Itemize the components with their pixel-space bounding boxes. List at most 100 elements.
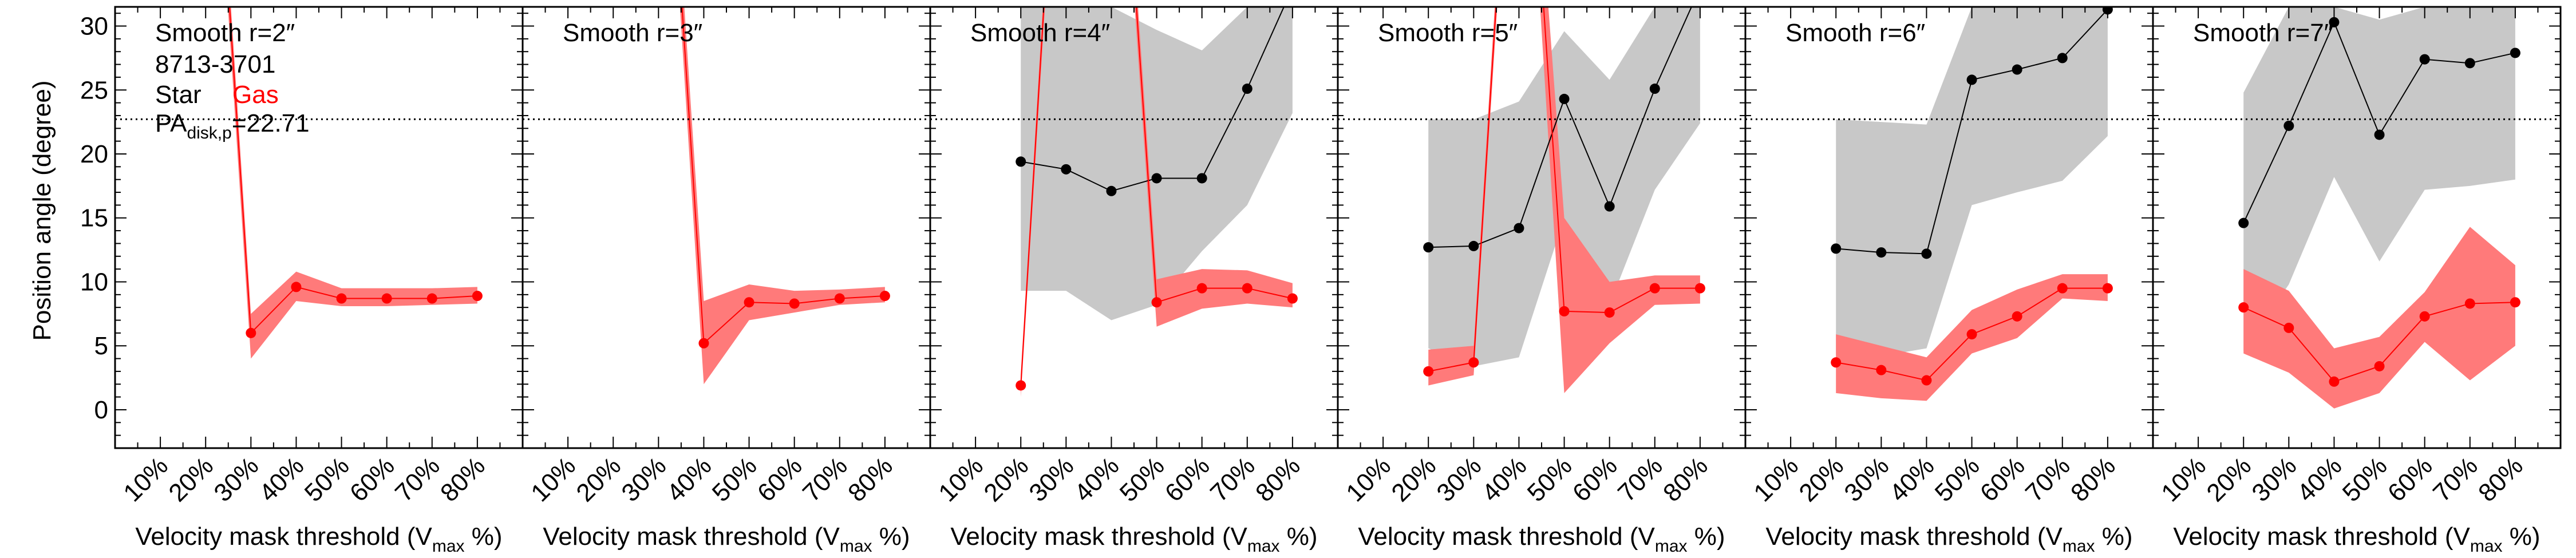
star-uncertainty-band — [2243, 7, 2515, 351]
y-tick-label: 25 — [80, 76, 108, 104]
panel-2: 10%20%30%40%50%60%70%80% Velocity mask th… — [521, 6, 931, 556]
gas-data-point — [2374, 361, 2385, 371]
gas-data-point — [1196, 283, 1207, 294]
x-tick-label: 30% — [208, 452, 264, 507]
star-data-point — [1604, 201, 1615, 212]
x-tick-label: 30% — [2246, 452, 2302, 507]
gas-data-point — [1966, 329, 1977, 340]
gas-data-point — [1242, 283, 1253, 294]
star-uncertainty-band — [1021, 7, 1293, 320]
x-tick-label: 30% — [1839, 452, 1894, 507]
x-tick-label: 40% — [1884, 452, 1940, 507]
plot-area — [1423, 7, 1705, 393]
gas-data-point — [1649, 283, 1660, 294]
x-tick-label: 70% — [2428, 452, 2483, 507]
gas-data-point — [2510, 297, 2520, 308]
star-data-point — [1468, 240, 1479, 251]
axes-frame — [521, 6, 931, 449]
panel-title: Smooth r=3″ — [563, 19, 702, 47]
star-data-point — [1921, 248, 1932, 259]
star-uncertainty-band — [1428, 7, 1700, 366]
y-tick-label: 20 — [80, 140, 108, 168]
x-tick-label: 80% — [435, 452, 491, 507]
gas-data-point — [1559, 306, 1570, 316]
panel-title: Smooth r=2″ — [155, 19, 295, 47]
star-data-point — [1559, 93, 1570, 104]
panel-title: Smooth r=7″ — [2193, 19, 2333, 47]
x-tick-label: 20% — [1793, 452, 1849, 507]
x-tick-label: 10% — [118, 452, 173, 507]
star-data-point — [2374, 129, 2385, 140]
x-tick-label: 70% — [1613, 452, 1668, 507]
star-data-point — [2057, 53, 2068, 64]
x-tick-label: 30% — [1024, 452, 1079, 507]
gas-data-point — [1151, 297, 1162, 308]
x-tick-label: 30% — [616, 452, 671, 507]
star-data-point — [1016, 156, 1026, 167]
gas-data-point — [789, 298, 800, 309]
y-tick-label: 10 — [80, 268, 108, 296]
x-tick-label: 10% — [526, 452, 581, 507]
x-tick-label: 80% — [843, 452, 898, 507]
panel-title: Smooth r=5″ — [1378, 19, 1518, 47]
x-axis-label: Velocity mask threshold (Vmax %) — [1765, 523, 2132, 556]
star-data-point — [1423, 242, 1434, 253]
x-tick-label: 40% — [662, 452, 717, 507]
panel-1: 0 5 10 15 20 25 30 10%20%30%40%50%60%70%80% Velo… — [80, 6, 524, 556]
x-tick-label: 20% — [163, 452, 219, 507]
x-tick-label: 30% — [1431, 452, 1487, 507]
x-tick-label: 80% — [2473, 452, 2528, 507]
y-tick-label: 30 — [80, 13, 108, 41]
x-tick-label: 40% — [254, 452, 310, 507]
star-data-point — [1106, 185, 1117, 196]
panel-5: 10%20%30%40%50%60%70%80% Velocity mask th… — [1744, 6, 2154, 556]
gas-data-point — [698, 338, 709, 349]
x-tick-label: 10% — [1748, 452, 1804, 507]
legend-star-label: Star — [155, 81, 202, 109]
star-data-point — [1876, 247, 1887, 258]
gas-data-point — [1921, 375, 1932, 386]
x-tick-label: 60% — [2383, 452, 2438, 507]
x-tick-label: 50% — [1115, 452, 1170, 507]
x-tick-label: 70% — [1205, 452, 1261, 507]
x-tick-label: 70% — [2020, 452, 2076, 507]
gas-uncertainty-band — [1428, 7, 1700, 393]
legend-gas-label: Gas — [232, 81, 279, 109]
star-data-point — [1196, 173, 1207, 184]
x-tick-label: 50% — [1930, 452, 1985, 507]
x-tick-label: 60% — [752, 452, 808, 507]
plot-area — [1016, 7, 1298, 397]
gas-data-point — [1876, 365, 1887, 375]
gas-data-point — [291, 282, 302, 292]
star-uncertainty-band — [1836, 7, 2108, 357]
x-axis-label: Velocity mask threshold (Vmax %) — [950, 523, 1317, 556]
gas-data-point — [744, 297, 754, 308]
x-tick-label: 60% — [1975, 452, 2030, 507]
star-data-point — [1649, 84, 1660, 94]
gas-data-point — [2283, 322, 2294, 333]
x-tick-label: 50% — [2337, 452, 2393, 507]
x-tick-label: 80% — [1658, 452, 1713, 507]
star-data-point — [2329, 17, 2340, 27]
gas-data-point — [2238, 302, 2249, 313]
gas-data-point — [1423, 366, 1434, 377]
gas-data-point — [381, 293, 392, 304]
gas-data-point — [246, 327, 256, 338]
star-data-point — [1514, 223, 1524, 234]
star-data-point — [2464, 58, 2475, 69]
y-axis-label: Position angle (degree) — [28, 81, 56, 341]
star-data-point — [1242, 84, 1253, 94]
gas-data-point — [426, 293, 437, 304]
gas-data-point — [834, 293, 845, 304]
star-data-point — [2510, 48, 2520, 58]
x-tick-label: 10% — [2156, 452, 2211, 507]
x-tick-label: 40% — [1477, 452, 1532, 507]
panel-3: 10%20%30%40%50%60%70%80% Velocity mask th… — [929, 6, 1339, 556]
x-tick-label: 40% — [1069, 452, 1125, 507]
gas-series-line — [681, 7, 885, 345]
star-data-point — [2419, 54, 2430, 65]
gas-data-point — [1694, 283, 1705, 294]
x-tick-label: 20% — [571, 452, 626, 507]
x-axis-label: Velocity mask threshold (Vmax %) — [1358, 523, 1725, 556]
gas-uncertainty-band — [2243, 227, 2515, 409]
